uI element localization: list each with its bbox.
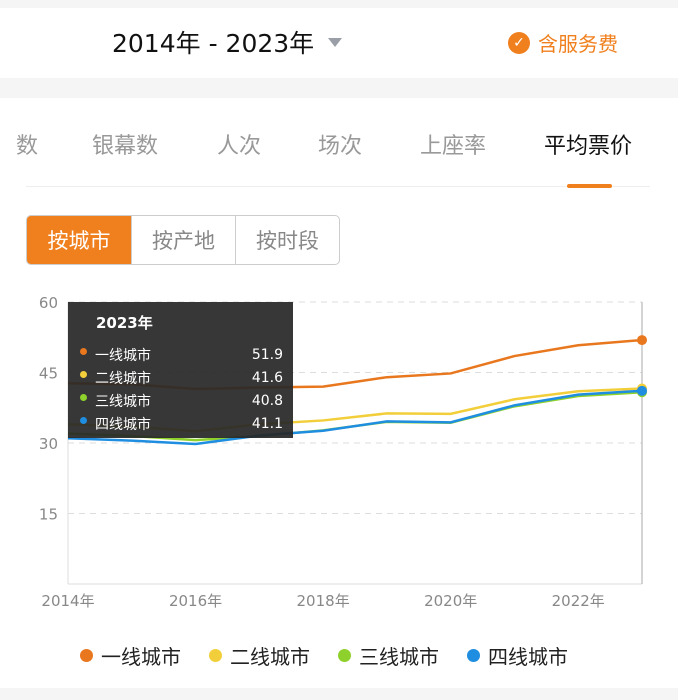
x-tick-label: 2014年	[41, 592, 94, 610]
tooltip-value: 41.6	[251, 369, 283, 386]
y-tick-label: 30	[39, 435, 58, 453]
active-tab-indicator	[567, 184, 612, 188]
tooltip-title: 2023年	[96, 314, 153, 332]
check-circle-icon: ✓	[508, 31, 530, 54]
tab-admissions[interactable]: 人次	[217, 134, 262, 159]
legend-dot-icon	[80, 649, 93, 662]
legend-item[interactable]: 一线城市	[80, 641, 181, 670]
tooltip-row: 三线城市 40.8	[78, 389, 283, 412]
legend-label: 三线城市	[359, 645, 439, 669]
series-line	[67, 389, 643, 446]
tooltip-series-name: 三线城市	[95, 393, 151, 410]
legend-dot-icon	[338, 649, 351, 662]
chart-card: 数 银幕数 人次 场次 上座率 平均票价 按城市 按产地 按时段 15 30 45 6…	[0, 98, 678, 688]
legend-label: 一线城市	[101, 645, 181, 669]
legend-label: 四线城市	[488, 645, 568, 669]
series-dot-icon	[80, 371, 87, 378]
tab-avg-price[interactable]: 平均票价	[544, 134, 633, 159]
tab-shows[interactable]: 场次	[318, 134, 363, 159]
legend-item[interactable]: 四线城市	[467, 641, 568, 670]
segment-by-time[interactable]: 按时段	[235, 216, 339, 264]
tooltip-series-name: 二线城市	[95, 370, 151, 387]
legend-label: 二线城市	[230, 645, 310, 669]
y-tick-label: 45	[39, 365, 58, 383]
tooltip-row: 一线城市 51.9	[78, 343, 283, 366]
segment-by-origin[interactable]: 按产地	[131, 216, 235, 264]
legend-dot-icon	[467, 649, 480, 662]
x-tick-label: 2020年	[424, 592, 477, 610]
service-fee-label: 含服务费	[538, 32, 618, 56]
tooltip-series-name: 一线城市	[95, 347, 151, 364]
service-fee-toggle[interactable]: ✓ 含服务费	[508, 28, 618, 57]
date-range-selector[interactable]: 2014年 - 2023年	[112, 24, 343, 60]
legend-item[interactable]: 二线城市	[209, 641, 310, 670]
series-dot-icon	[80, 348, 87, 355]
tab-divider	[26, 186, 650, 187]
dropdown-triangle-icon	[328, 37, 343, 47]
tab-screens[interactable]: 银幕数	[92, 134, 159, 159]
tooltip-series-name: 四线城市	[95, 416, 151, 433]
tooltip-value: 40.8	[251, 392, 283, 409]
x-tick-label: 2018年	[297, 592, 350, 610]
series-dot-icon	[80, 417, 87, 424]
x-tick-label: 2022年	[552, 592, 605, 610]
tab-occupancy[interactable]: 上座率	[420, 134, 487, 159]
legend-dot-icon	[209, 649, 222, 662]
tooltip: 2023年 一线城市 51.9 二线城市 41.6 三线城市 40.8 四线城市 41.1	[68, 302, 293, 438]
legend: 一线城市 二线城市 三线城市 四线城市	[80, 641, 568, 670]
x-tick-label: 2016年	[169, 592, 222, 610]
segment-control: 按城市 按产地 按时段	[26, 215, 340, 265]
date-range-text: 2014年 - 2023年	[112, 29, 315, 58]
y-tick-label: 15	[39, 506, 58, 524]
series-point	[637, 385, 647, 396]
tooltip-row: 二线城市 41.6	[78, 366, 283, 389]
tooltip-value: 51.9	[251, 346, 283, 363]
legend-item[interactable]: 三线城市	[338, 641, 439, 670]
series-dot-icon	[80, 394, 87, 401]
series-point	[637, 335, 647, 346]
y-tick-label: 60	[39, 294, 58, 312]
tooltip-row: 四线城市 41.1	[78, 412, 283, 435]
metric-tabs: 数 银幕数 人次 场次 上座率 平均票价	[0, 128, 678, 159]
tab-partial[interactable]: 数	[16, 134, 38, 159]
tooltip-value: 41.1	[251, 415, 283, 432]
segment-by-city[interactable]: 按城市	[27, 216, 131, 264]
line-chart[interactable]: 15 30 45 60 2014年 2016年 2018年 2020年 2022年	[0, 98, 678, 688]
